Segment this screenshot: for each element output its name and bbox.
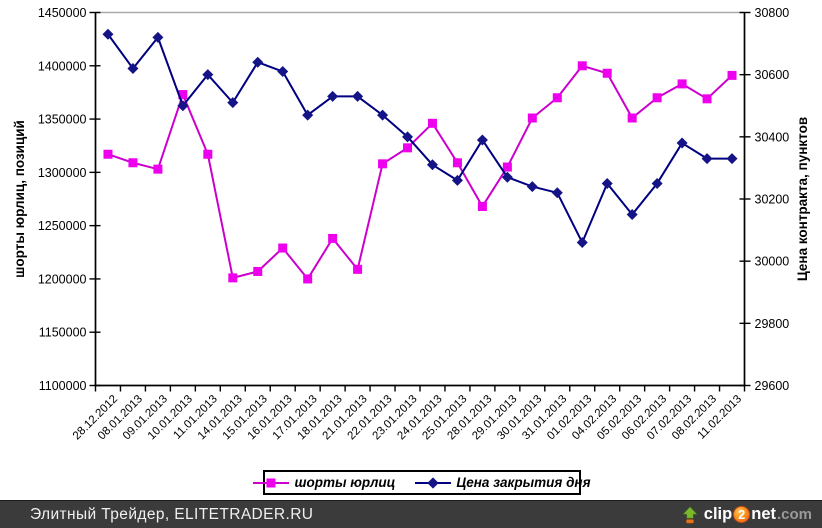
svg-text:30600: 30600 (755, 68, 790, 82)
upload-arrow-icon (682, 506, 698, 523)
logo-text-net: net (751, 505, 776, 523)
svg-text:30800: 30800 (755, 6, 790, 20)
legend: шорты юрлиц Цена закрытия дня (253, 470, 591, 495)
svg-text:30400: 30400 (755, 130, 790, 144)
square-marker-icon (266, 478, 276, 487)
legend-label-shorts: шорты юрлиц (294, 475, 396, 490)
svg-text:1350000: 1350000 (38, 113, 87, 127)
svg-text:1100000: 1100000 (39, 379, 87, 393)
svg-text:1400000: 1400000 (38, 59, 87, 73)
legend-item-price: Цена закрытия дня (415, 475, 591, 490)
footer-credit: Элитный Трейдер, ELITETRADER.RU (30, 505, 314, 523)
svg-text:шорты юрлиц, позиций: шорты юрлиц, позиций (12, 120, 27, 278)
dual-axis-line-chart: 1450000 1400000 1350000 1300000 1250000 12000… (12, 6, 810, 442)
logo-text-clip: clip (703, 505, 733, 523)
legend-swatch-shorts (253, 478, 290, 487)
svg-text:1200000: 1200000 (38, 272, 87, 286)
svg-text:30000: 30000 (755, 255, 790, 269)
legend-label-price: Цена закрытия дня (456, 475, 591, 490)
svg-text:1150000: 1150000 (39, 326, 87, 340)
clip2net-logo[interactable]: clip 2 net .com (681, 505, 812, 524)
svg-text:1300000: 1300000 (38, 166, 87, 180)
svg-text:1450000: 1450000 (38, 6, 87, 20)
diamond-marker-icon (427, 476, 440, 489)
svg-text:30200: 30200 (755, 193, 790, 207)
svg-text:Цена контракта, пунктов: Цена контракта, пунктов (795, 117, 810, 281)
legend-item-shorts: шорты юрлиц (253, 475, 395, 490)
footer-bar: Элитный Трейдер, ELITETRADER.RU clip 2 n… (0, 500, 822, 528)
legend-swatch-price (415, 476, 452, 489)
chart-canvas: 1450000 1400000 1350000 1300000 1250000 12000… (12, 6, 810, 442)
svg-text:29800: 29800 (755, 317, 790, 331)
svg-text:1250000: 1250000 (38, 219, 87, 233)
logo-badge-two: 2 (733, 506, 751, 523)
svg-text:29600: 29600 (755, 379, 790, 393)
logo-text-com: .com (776, 506, 812, 523)
